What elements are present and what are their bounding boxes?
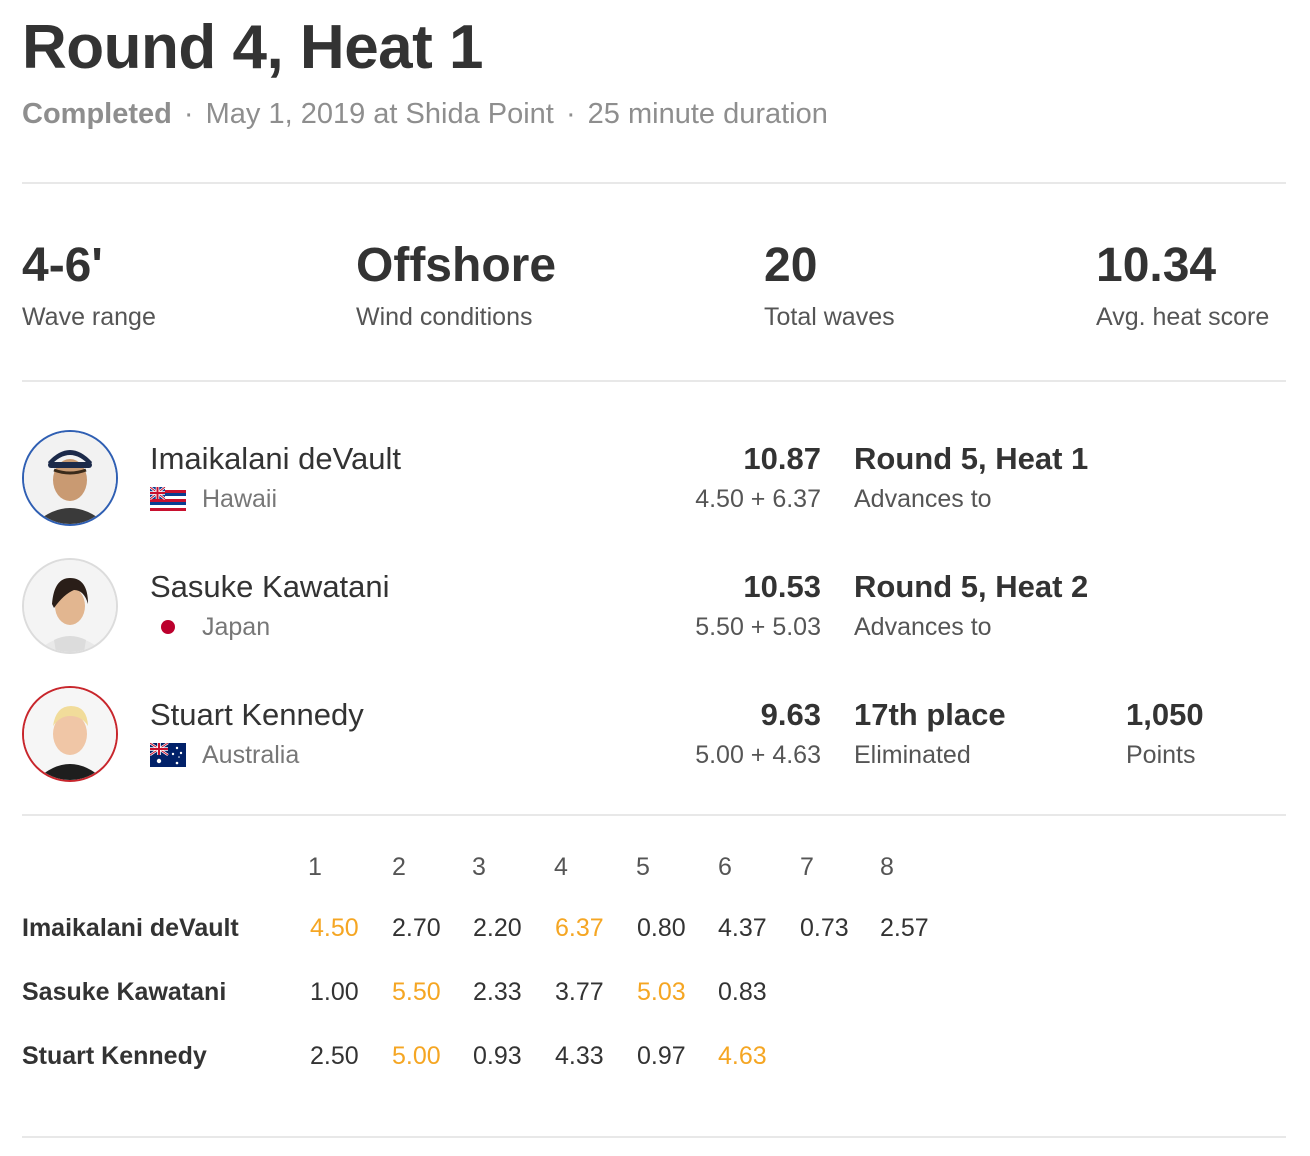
country-name: Japan bbox=[202, 613, 271, 641]
next-heat[interactable]: Round 5, Heat 1 bbox=[854, 441, 1089, 476]
wave-score: 6.37 bbox=[555, 914, 604, 942]
athlete-row[interactable]: Sasuke Kawatani Japan 10.53 5.50 + 5.03 … bbox=[22, 558, 1286, 654]
wave-number-header: 1 bbox=[308, 853, 322, 881]
stat-wind-conditions: Offshore Wind conditions bbox=[356, 238, 556, 332]
divider bbox=[22, 380, 1286, 382]
separator: · bbox=[565, 98, 576, 130]
wave-score: 2.33 bbox=[473, 978, 522, 1006]
stat-value: Offshore bbox=[356, 239, 557, 292]
stat-label: Total waves bbox=[764, 303, 895, 331]
wave-scores-row: Sasuke Kawatani 1.00 5.50 2.33 3.77 5.03… bbox=[22, 976, 1286, 1010]
athlete-name[interactable]: Stuart Kennedy bbox=[150, 697, 364, 732]
next-heat[interactable]: Round 5, Heat 2 bbox=[854, 569, 1089, 604]
wave-score: 3.77 bbox=[555, 978, 604, 1006]
page-title: Round 4, Heat 1 bbox=[22, 13, 484, 82]
row-athlete-name: Stuart Kennedy bbox=[22, 1042, 207, 1070]
country-name: Australia bbox=[202, 741, 300, 769]
counting-waves: 4.50 + 6.37 bbox=[695, 485, 821, 513]
wave-score: 2.57 bbox=[880, 914, 929, 942]
stat-wave-range: 4-6' Wave range bbox=[22, 238, 156, 332]
wave-score: 2.50 bbox=[310, 1042, 359, 1070]
avatar[interactable] bbox=[22, 686, 118, 782]
heat-total: 9.63 bbox=[760, 697, 821, 732]
wave-score: 0.73 bbox=[800, 914, 849, 942]
date-location: May 1, 2019 at Shida Point bbox=[205, 98, 554, 130]
country-name: Hawaii bbox=[202, 485, 278, 513]
divider bbox=[22, 1136, 1286, 1138]
athlete-row[interactable]: Stuart Kennedy Australia 9.63 5.00 + 4.6… bbox=[22, 686, 1286, 782]
heat-total: 10.87 bbox=[743, 441, 821, 476]
stat-value: 4-6' bbox=[22, 239, 103, 292]
result-label: Eliminated bbox=[854, 741, 971, 769]
wave-score: 4.63 bbox=[718, 1042, 767, 1070]
japan-flag-icon bbox=[150, 615, 186, 639]
wave-score: 4.37 bbox=[718, 914, 767, 942]
heat-total: 10.53 bbox=[743, 569, 821, 604]
wave-score: 0.83 bbox=[718, 978, 767, 1006]
result-label: Advances to bbox=[854, 613, 992, 641]
stat-avg-heat-score: 10.34 Avg. heat score bbox=[1096, 238, 1269, 332]
avatar[interactable] bbox=[22, 558, 118, 654]
wave-number-header: 5 bbox=[636, 853, 650, 881]
duration: 25 minute duration bbox=[587, 98, 828, 130]
wave-number-header: 4 bbox=[554, 853, 568, 881]
stat-value: 10.34 bbox=[1096, 239, 1217, 292]
wave-score: 2.70 bbox=[392, 914, 441, 942]
wave-score: 0.93 bbox=[473, 1042, 522, 1070]
wave-score: 0.80 bbox=[637, 914, 686, 942]
athlete-name[interactable]: Sasuke Kawatani bbox=[150, 569, 390, 604]
wave-number-header: 2 bbox=[392, 853, 406, 881]
stat-label: Avg. heat score bbox=[1096, 303, 1270, 331]
points-value: 1,050 bbox=[1126, 697, 1204, 732]
avatar[interactable] bbox=[22, 430, 118, 526]
row-athlete-name: Imaikalani deVault bbox=[22, 914, 239, 942]
australia-flag-icon bbox=[150, 743, 186, 767]
wave-score: 4.33 bbox=[555, 1042, 604, 1070]
athlete-row[interactable]: Imaikalani deVault Hawaii 10.87 4.50 bbox=[22, 430, 1286, 526]
stat-value: 20 bbox=[764, 239, 818, 292]
athlete-name[interactable]: Imaikalani deVault bbox=[150, 441, 402, 476]
heat-meta: Completed · May 1, 2019 at Shida Point ·… bbox=[22, 96, 828, 132]
counting-waves: 5.50 + 5.03 bbox=[695, 613, 821, 641]
hawaii-flag-icon bbox=[150, 487, 186, 511]
wave-scores-row: Imaikalani deVault 4.50 2.70 2.20 6.37 0… bbox=[22, 912, 1286, 946]
wave-score: 0.97 bbox=[637, 1042, 686, 1070]
stat-total-waves: 20 Total waves bbox=[764, 238, 895, 332]
result-label: Advances to bbox=[854, 485, 992, 513]
wave-score: 4.50 bbox=[310, 914, 359, 942]
wave-score: 5.50 bbox=[392, 978, 441, 1006]
wave-score: 2.20 bbox=[473, 914, 522, 942]
divider bbox=[22, 814, 1286, 816]
separator: · bbox=[183, 98, 194, 130]
wave-number-header: 8 bbox=[880, 853, 894, 881]
wave-number-header: 7 bbox=[800, 853, 814, 881]
status-label: Completed bbox=[22, 98, 172, 130]
wave-scores-row: Stuart Kennedy 2.50 5.00 0.93 4.33 0.97 … bbox=[22, 1040, 1286, 1074]
wave-score: 5.00 bbox=[392, 1042, 441, 1070]
wave-number-header: 3 bbox=[472, 853, 486, 881]
final-placing: 17th place bbox=[854, 697, 1006, 732]
stat-label: Wave range bbox=[22, 303, 156, 331]
points-label: Points bbox=[1126, 741, 1196, 769]
divider bbox=[22, 182, 1286, 184]
wave-number-header: 6 bbox=[718, 853, 732, 881]
wave-score: 5.03 bbox=[637, 978, 686, 1006]
counting-waves: 5.00 + 4.63 bbox=[695, 741, 821, 769]
row-athlete-name: Sasuke Kawatani bbox=[22, 978, 227, 1006]
wave-score: 1.00 bbox=[310, 978, 359, 1006]
stat-label: Wind conditions bbox=[356, 303, 533, 331]
